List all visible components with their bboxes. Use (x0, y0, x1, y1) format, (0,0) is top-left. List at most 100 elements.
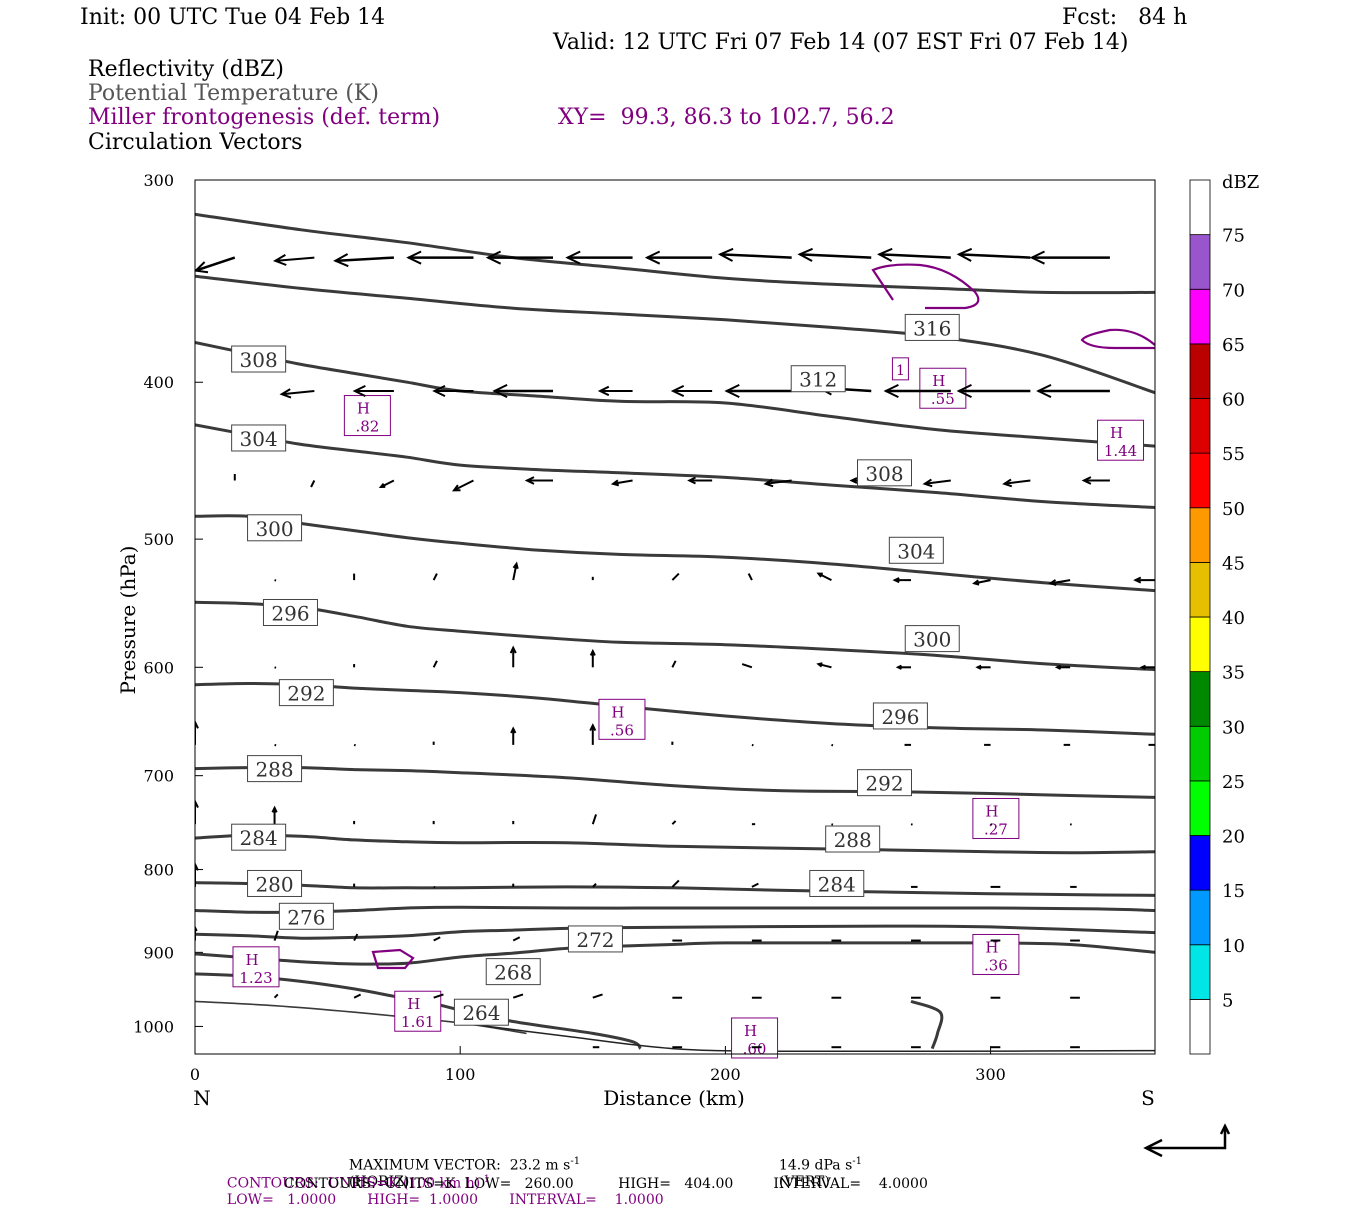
circulation-vector (591, 814, 597, 825)
vector-head (485, 250, 502, 265)
colorbar-label: 40 (1222, 608, 1245, 629)
theta-label-box (809, 869, 865, 897)
theta-label-box (278, 679, 334, 707)
vector-shaft (671, 820, 677, 825)
theta-label-text: 292 (865, 772, 903, 796)
circulation-vector (816, 572, 832, 581)
fgen-maximum-value: .36 (984, 956, 1008, 974)
vector-shaft (747, 573, 753, 581)
fgen-maximum-value: .82 (355, 418, 379, 436)
theta-label-text: 300 (255, 517, 293, 541)
circulation-vector (279, 388, 315, 399)
theta-label-box (485, 958, 541, 986)
vector-shaft (592, 882, 597, 888)
theta-label-text: 312 (799, 368, 837, 392)
theta-contour-296 (195, 681, 1155, 736)
vector-head (849, 477, 858, 484)
vector-shaft (592, 993, 603, 999)
circulation-vector (671, 879, 680, 888)
vector-head (610, 479, 620, 487)
theta-label-text: 284 (240, 826, 278, 850)
theta-label-text: 276 (287, 905, 325, 929)
vector-head (724, 383, 740, 399)
circulation-vector (724, 383, 792, 399)
circulation-vector (432, 660, 438, 668)
theta-label: 280 (247, 869, 303, 897)
circulation-vector (1036, 383, 1110, 399)
vector-head (509, 645, 517, 654)
fgen-maximum-letter: H (1110, 424, 1123, 442)
axis-ticks: 300 400 500 600 700 800 900 1000 0 100 200 300 (133, 171, 1006, 1084)
colorbar-label: 35 (1222, 663, 1245, 684)
fgen-maximum: H1.44 (1097, 419, 1145, 461)
vector-head (272, 254, 287, 266)
theta-contours (195, 212, 1155, 1053)
theta-label: 264 (453, 998, 509, 1026)
field-theta: Potential Temperature (K) (88, 81, 379, 106)
circulation-vector (274, 666, 277, 669)
circulation-vector (592, 882, 597, 888)
vector-shaft (612, 479, 633, 485)
circulation-vector (509, 645, 517, 668)
vector-head (195, 799, 199, 809)
circulation-vector (816, 662, 832, 669)
vector-head (512, 561, 519, 569)
theta-label-box (231, 823, 287, 851)
vector-head (279, 388, 292, 399)
vector-shaft (818, 572, 832, 581)
fgen-maximum-value: 1.23 (239, 969, 272, 987)
fgen-maximum-box (598, 698, 646, 740)
theta-label: 288 (247, 755, 303, 783)
vector-head (883, 383, 899, 399)
theta-label-box (453, 998, 509, 1026)
circulation-vector (1081, 476, 1110, 485)
theta-label-text: 296 (271, 601, 309, 625)
fgen-maximum-box (731, 1017, 779, 1059)
theta-label: 300 (904, 625, 960, 653)
y-axis-label: Pressure (hPa) (116, 546, 140, 695)
circulation-vector (353, 993, 362, 999)
colorbar-label: 60 (1222, 390, 1245, 411)
vector-shaft (799, 253, 872, 259)
fgen-maximum: H.82 (343, 395, 391, 437)
vector-head (877, 247, 893, 262)
circulation-vector (589, 648, 596, 668)
circulation-vector (353, 743, 356, 747)
vector-head (763, 478, 774, 488)
circulation-vector (671, 572, 680, 581)
fgen-maximum-box (919, 367, 967, 409)
vector-head (1139, 664, 1146, 670)
circulation-vector (956, 247, 1031, 262)
theta-contour-304 (195, 514, 1155, 593)
circulation-vector (1139, 664, 1155, 670)
circulation-vector (310, 480, 316, 488)
theta-contour-292 (195, 765, 1155, 799)
reference-vector (1143, 1123, 1231, 1158)
circulation-vector (195, 719, 199, 745)
vector-head (670, 384, 685, 398)
theta-label-text: 284 (818, 872, 856, 896)
vector-shaft (751, 743, 754, 747)
circulation-vector (433, 885, 436, 889)
vector-shaft (990, 823, 993, 826)
colorbar-label: 15 (1222, 881, 1245, 902)
vector-head (352, 385, 366, 397)
vector-shaft (974, 579, 991, 585)
colorbar-label: 65 (1222, 335, 1245, 356)
colorbar-segment (1189, 780, 1211, 836)
theta-contour-268-closed (910, 999, 944, 1050)
y-tick-label: 700 (143, 767, 174, 786)
vector-head (406, 250, 422, 265)
theta-label: 304 (888, 536, 944, 564)
colorbar-label: 50 (1222, 499, 1245, 520)
vector-shaft (512, 936, 521, 942)
fgen-contour (871, 263, 980, 310)
circulation-vector (1054, 664, 1071, 670)
vector-head (956, 247, 973, 262)
circulation-vectors (195, 247, 1155, 1049)
circulation-vector (432, 573, 438, 581)
theta-label: 284 (231, 823, 287, 851)
plot-frame (194, 179, 1156, 1055)
theta-label-box (904, 625, 960, 653)
